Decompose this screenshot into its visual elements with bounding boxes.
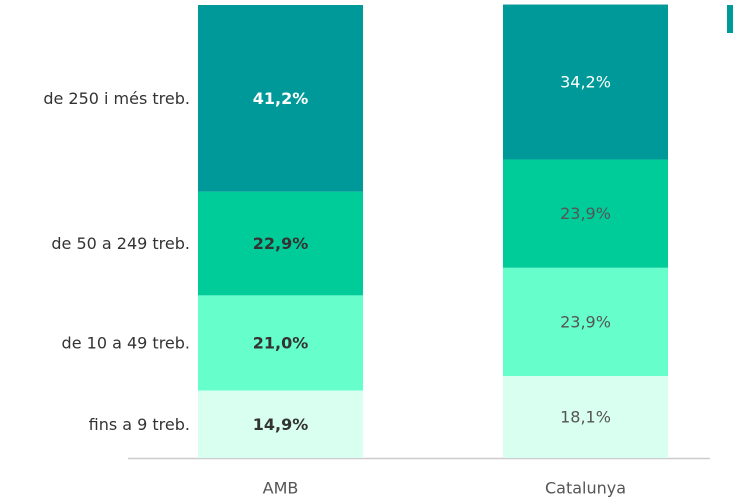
bar-segment [198, 191, 363, 296]
series-label: de 50 a 249 treb. [51, 234, 190, 253]
bar-segment [503, 159, 668, 268]
value-label: 18,1% [560, 408, 611, 427]
bar-segment [198, 390, 363, 458]
x-tick-label: AMB [263, 479, 299, 498]
bar-segment [198, 295, 363, 391]
legend-swatch [727, 5, 733, 33]
value-label: 34,2% [560, 73, 611, 92]
value-label: 41,2% [253, 89, 309, 108]
x-tick-label: Catalunya [545, 479, 626, 498]
value-label: 23,9% [560, 204, 611, 223]
value-label: 23,9% [560, 312, 611, 331]
bar-segment [503, 376, 668, 458]
value-label: 14,9% [253, 415, 309, 434]
series-label: de 250 i més treb. [43, 89, 190, 108]
bar-segment [198, 5, 363, 192]
value-label: 21,0% [253, 333, 309, 352]
value-label: 22,9% [253, 234, 309, 253]
series-label: de 10 a 49 treb. [62, 333, 190, 352]
series-label: fins a 9 treb. [89, 415, 190, 434]
bar-segment [503, 4, 668, 160]
bar-segment [503, 267, 668, 377]
